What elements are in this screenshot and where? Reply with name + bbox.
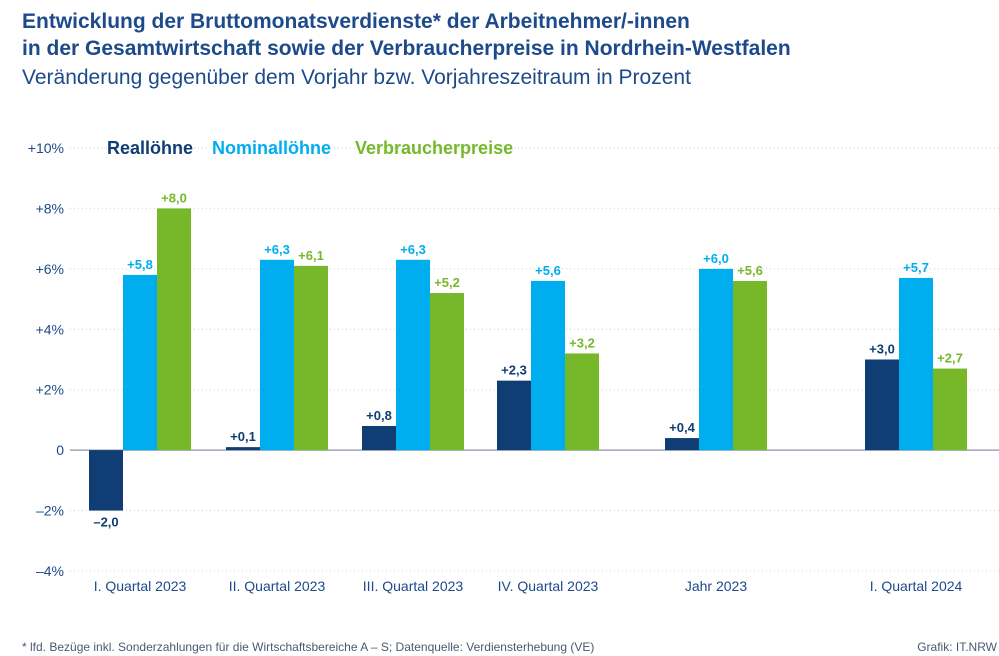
data-label: +5,8	[127, 257, 153, 272]
data-label: +3,2	[569, 335, 595, 350]
bar	[260, 259, 294, 451]
bar-chart: –4% –2% 0 +2% +4% +6% +8% +10% Reallöhne Nominall…	[28, 138, 999, 594]
footnote: * lfd. Bezüge inkl. Sonderzahlungen für …	[22, 640, 595, 654]
chart-subtitle: Veränderung gegenüber dem Vorjahr bzw. V…	[22, 66, 691, 89]
data-label: –2,0	[93, 515, 118, 530]
legend-entry: Nominallöhne	[212, 138, 331, 158]
bar	[733, 280, 767, 451]
bar	[157, 208, 191, 451]
bar	[699, 268, 733, 451]
data-label: +3,0	[869, 342, 895, 357]
bar	[396, 259, 430, 451]
bar	[89, 450, 123, 511]
y-tick-label: +10%	[28, 140, 64, 156]
y-tick-label: –2%	[36, 503, 64, 519]
data-label: +0,4	[669, 420, 695, 435]
data-label: +6,1	[298, 248, 324, 263]
data-label: +2,7	[937, 351, 963, 366]
y-tick-label: 0	[56, 442, 64, 458]
data-label: +0,8	[366, 408, 392, 423]
data-label: +5,6	[535, 263, 561, 278]
x-tick-label: I. Quartal 2024	[870, 578, 963, 594]
data-label: +6,3	[264, 242, 290, 257]
data-label: +6,0	[703, 251, 729, 266]
graphic-credit: Grafik: IT.NRW	[917, 640, 997, 654]
data-label: +8,0	[161, 190, 187, 205]
title-block: Entwicklung der Bruttomonatsverdienste* …	[22, 8, 982, 92]
chart-title-line-1: Entwicklung der Bruttomonatsverdienste* …	[22, 10, 690, 33]
y-tick-label: +4%	[36, 321, 64, 337]
bar	[531, 280, 565, 451]
legend-entry: Reallöhne	[107, 138, 193, 158]
y-tick-label: +6%	[36, 261, 64, 277]
bar	[899, 277, 933, 451]
bar	[362, 425, 396, 451]
bar	[226, 447, 260, 451]
x-tick-label: Jahr 2023	[685, 578, 747, 594]
x-tick-label: II. Quartal 2023	[229, 578, 326, 594]
chart-title-line-2: in der Gesamtwirtschaft sowie der Verbra…	[22, 37, 791, 60]
data-label: +5,7	[903, 260, 929, 275]
bar	[865, 359, 899, 451]
bar	[123, 274, 157, 451]
x-tick-label: III. Quartal 2023	[363, 578, 464, 594]
bar	[497, 380, 531, 451]
x-tick-label: IV. Quartal 2023	[498, 578, 599, 594]
data-label: +5,2	[434, 275, 460, 290]
data-label: +6,3	[400, 242, 426, 257]
data-label: +5,6	[737, 263, 763, 278]
y-tick-label: +8%	[36, 200, 64, 216]
bar	[430, 293, 464, 451]
y-tick-label: –4%	[36, 563, 64, 579]
data-label: +0,1	[230, 429, 256, 444]
y-tick-label: +2%	[36, 382, 64, 398]
x-tick-label: I. Quartal 2023	[94, 578, 187, 594]
data-label: +2,3	[501, 363, 527, 378]
bar	[565, 353, 599, 451]
bar	[665, 438, 699, 451]
bar	[294, 265, 328, 451]
legend-entry: Verbraucherpreise	[355, 138, 513, 158]
bar	[933, 368, 967, 451]
